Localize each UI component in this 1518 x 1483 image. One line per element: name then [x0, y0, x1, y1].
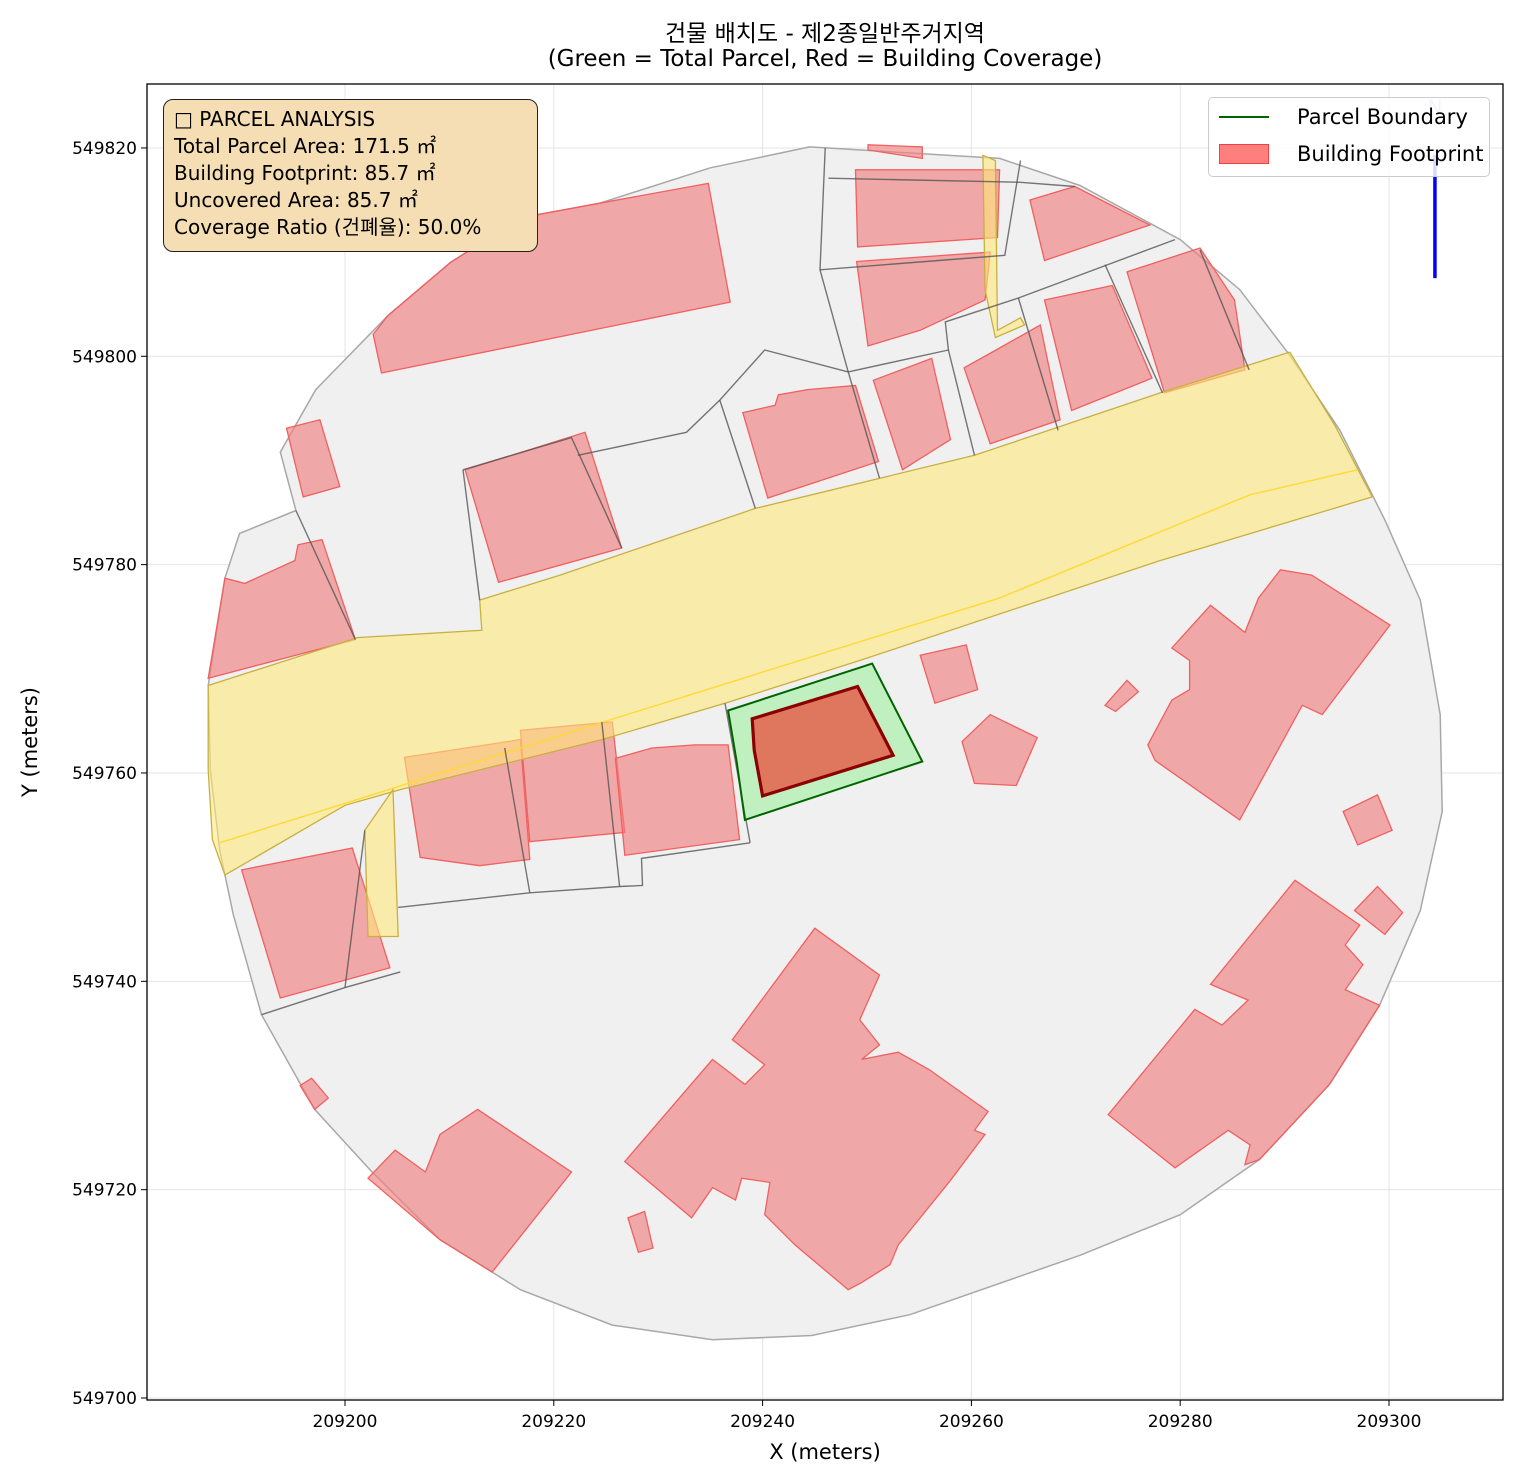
legend-item-parcel-boundary: Parcel Boundary	[1219, 105, 1468, 129]
chart-title-line1: 건물 배치도 - 제2종일반주거지역	[665, 21, 985, 47]
building-footprint	[1029, 185, 1152, 262]
legend-label: Building Footprint	[1297, 142, 1484, 166]
parcel-line	[601, 721, 621, 887]
building-footprint	[367, 1108, 573, 1273]
parcel-line	[504, 747, 531, 893]
legend-line-swatch	[1219, 116, 1269, 118]
x-tick-label: 209300	[1357, 1412, 1422, 1432]
building-footprint	[919, 644, 979, 705]
plot-frame	[146, 83, 1504, 1401]
x-tick-label: 209220	[521, 1412, 586, 1432]
parcel-line	[1017, 297, 1059, 431]
parcel-line	[719, 399, 756, 509]
building-footprint	[240, 847, 391, 999]
parcel-line	[462, 436, 623, 549]
info-coverage-ratio: Coverage Ratio (건폐율): 50.0%	[174, 215, 482, 239]
y-tick-label: 549780	[72, 556, 137, 576]
building-footprint	[627, 1210, 654, 1254]
info-total-area: Total Parcel Area: 171.5 ㎡	[174, 134, 437, 158]
y-tick-label: 549800	[72, 347, 137, 367]
building-footprint	[285, 419, 341, 498]
chart-title-line2: (Green = Total Parcel, Red = Building Co…	[547, 46, 1103, 72]
building-footprint	[1107, 879, 1381, 1169]
info-heading: □ PARCEL ANALYSIS	[174, 107, 376, 131]
x-tick-label: 209280	[1148, 1412, 1213, 1432]
road-area	[207, 351, 1374, 877]
road-area	[364, 787, 399, 938]
parcel-line	[947, 349, 976, 456]
parcel-analysis-box: □ PARCEL ANALYSIS Total Parcel Area: 171…	[163, 99, 538, 252]
building-footprint	[1342, 794, 1393, 846]
parcel-line	[462, 469, 481, 601]
building-footprint	[1126, 247, 1246, 394]
building-footprint	[961, 713, 1039, 787]
y-tick-label: 549820	[72, 139, 137, 159]
y-tick-label: 549720	[72, 1181, 137, 1201]
y-axis-label: Y (meters)	[18, 687, 42, 797]
x-axis-label: X (meters)	[769, 1440, 881, 1464]
parcel-line	[398, 842, 751, 909]
building-footprint	[1103, 679, 1140, 713]
building-footprint	[872, 357, 952, 471]
x-tick-label: 209200	[313, 1412, 378, 1432]
parcel-line	[1199, 249, 1250, 371]
building-footprint	[372, 182, 731, 374]
parcel-line	[344, 971, 401, 989]
legend-patch-swatch	[1219, 144, 1269, 164]
building-footprint	[207, 538, 357, 680]
building-footprint	[1147, 569, 1391, 821]
building-footprint	[741, 384, 880, 499]
map-layers: N	[207, 96, 1443, 1341]
building-footprint	[299, 1077, 330, 1111]
legend: Parcel Boundary Building Footprint	[1208, 97, 1490, 177]
parcel-line	[819, 160, 1022, 271]
y-tick-label: 549760	[72, 764, 137, 784]
subject-building	[750, 684, 896, 798]
building-footprint	[614, 744, 741, 857]
x-tick-label: 209260	[939, 1412, 1004, 1432]
info-uncovered-area: Uncovered Area: 85.7 ㎡	[174, 188, 418, 212]
parcel-line	[848, 238, 1176, 373]
building-footprint	[623, 927, 990, 1291]
y-tick-label: 549740	[72, 972, 137, 992]
parcel-line	[828, 177, 1075, 188]
building-footprint	[855, 251, 991, 347]
info-building-footprint: Building Footprint: 85.7 ㎡	[174, 161, 436, 185]
building-footprint	[867, 144, 923, 160]
parcel-line	[295, 510, 357, 640]
y-tick-label: 549700	[72, 1389, 137, 1409]
building-footprint	[1353, 885, 1404, 936]
legend-item-building-footprint: Building Footprint	[1219, 142, 1483, 166]
parcel-line	[577, 349, 881, 479]
road-area	[982, 154, 1026, 339]
building-footprint	[1043, 284, 1153, 412]
axis-ticks: 209200 209220 209240 209260 209280 209300 5497…	[72, 139, 1421, 1432]
parcel-line	[1104, 264, 1164, 394]
building-footprint	[854, 169, 1001, 248]
road-centerline	[219, 469, 1358, 844]
legend-label: Parcel Boundary	[1297, 105, 1468, 129]
x-tick-label: 209240	[730, 1412, 795, 1432]
